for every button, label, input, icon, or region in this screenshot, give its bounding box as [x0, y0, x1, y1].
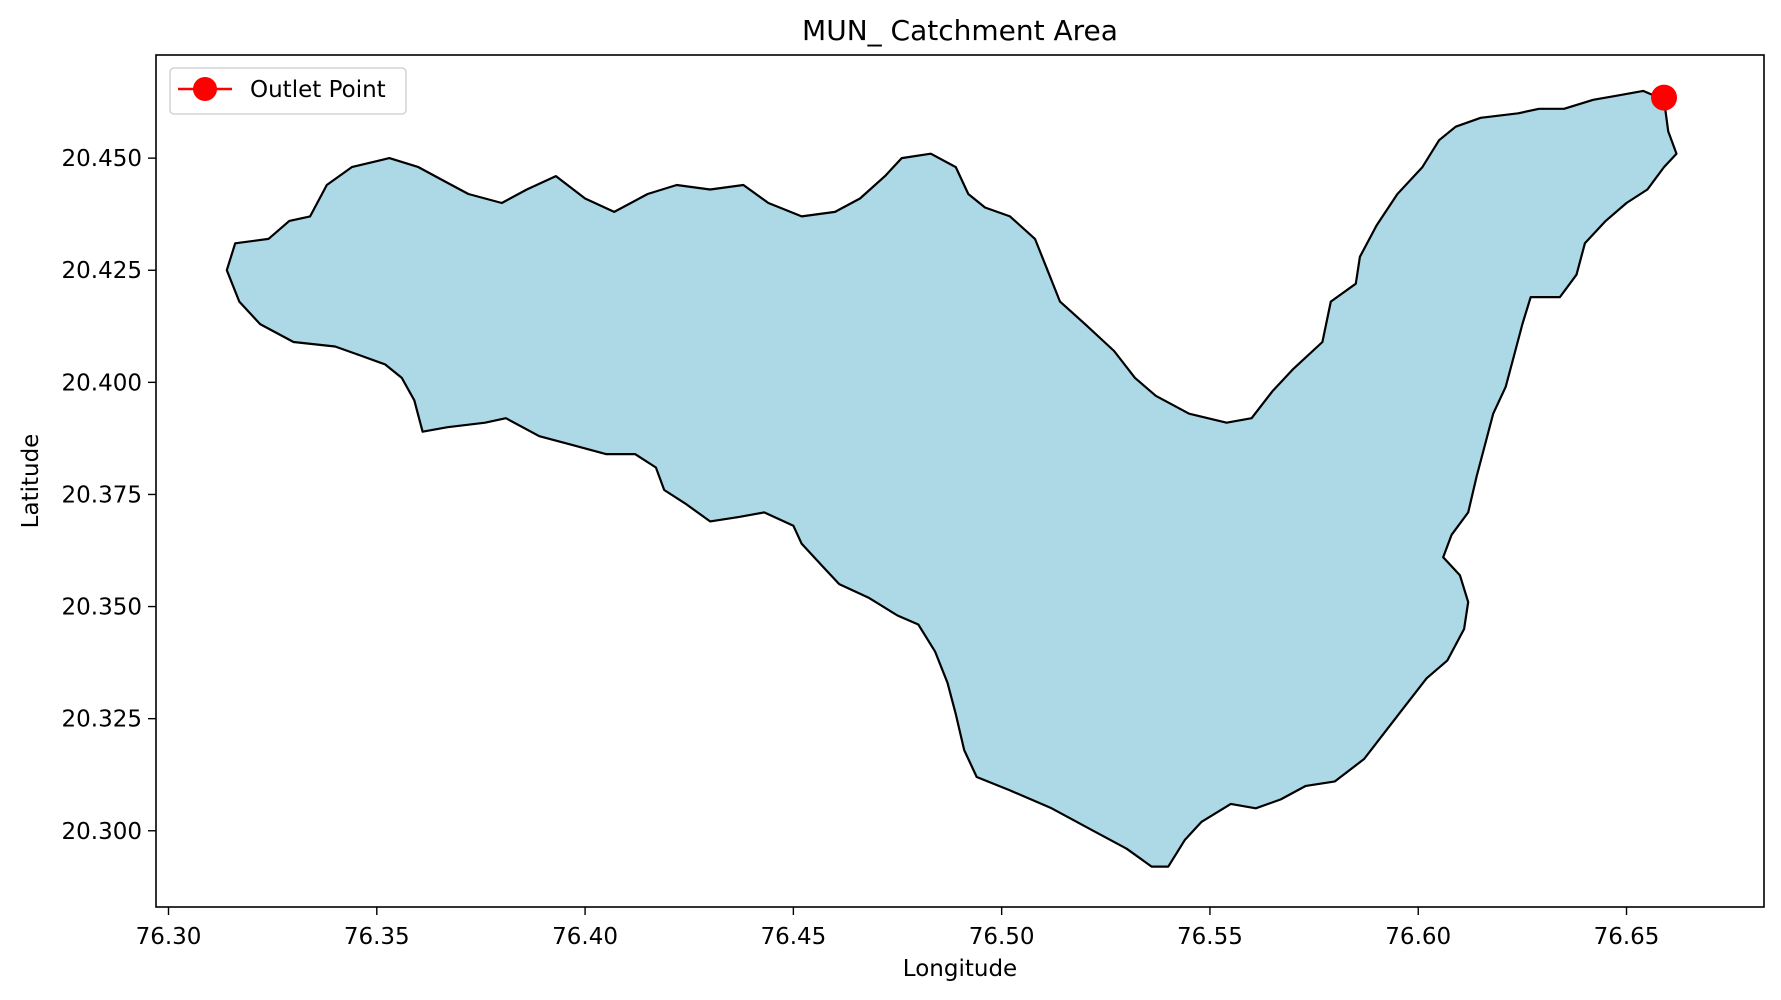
- x-tick-label: 76.65: [1594, 924, 1660, 950]
- x-axis-title: Longitude: [903, 956, 1017, 982]
- x-tick-label: 76.40: [552, 924, 618, 950]
- x-tick-label: 76.35: [344, 924, 410, 950]
- catchment-polygon: [225, 89, 1678, 868]
- legend-box: [169, 67, 407, 115]
- x-tick-label: 76.55: [1177, 924, 1243, 950]
- y-tick-label: 20.400: [62, 370, 142, 396]
- plot-area: [155, 54, 1765, 908]
- y-tick-label: 20.375: [62, 482, 142, 508]
- y-tick-label: 20.350: [62, 595, 142, 621]
- x-tick-label: 76.45: [760, 924, 826, 950]
- x-axis-ticks: 76.30 76.35 76.40 76.45 76.50 76.55 76.60 76.65: [136, 907, 1660, 950]
- y-tick-label: 20.325: [62, 707, 142, 733]
- legend-label-outlet-point: Outlet Point: [250, 77, 386, 103]
- legend-marker: [193, 77, 217, 101]
- x-tick-label: 76.30: [136, 924, 202, 950]
- outlet-point-marker: [1651, 84, 1678, 111]
- chart-title: MUN_ Catchment Area: [802, 14, 1118, 47]
- y-tick-label: 20.425: [62, 258, 142, 284]
- y-axis-title: Latitude: [18, 434, 44, 529]
- x-tick-label: 76.60: [1385, 924, 1451, 950]
- plot-frame: [155, 54, 1765, 908]
- legend: Outlet Point: [169, 67, 407, 115]
- x-tick-label: 76.50: [969, 924, 1035, 950]
- y-tick-label: 20.450: [62, 146, 142, 172]
- y-tick-label: 20.300: [62, 819, 142, 845]
- y-axis-ticks: 20.300 20.325 20.350 20.375 20.400 20.425 20.4…: [62, 146, 156, 845]
